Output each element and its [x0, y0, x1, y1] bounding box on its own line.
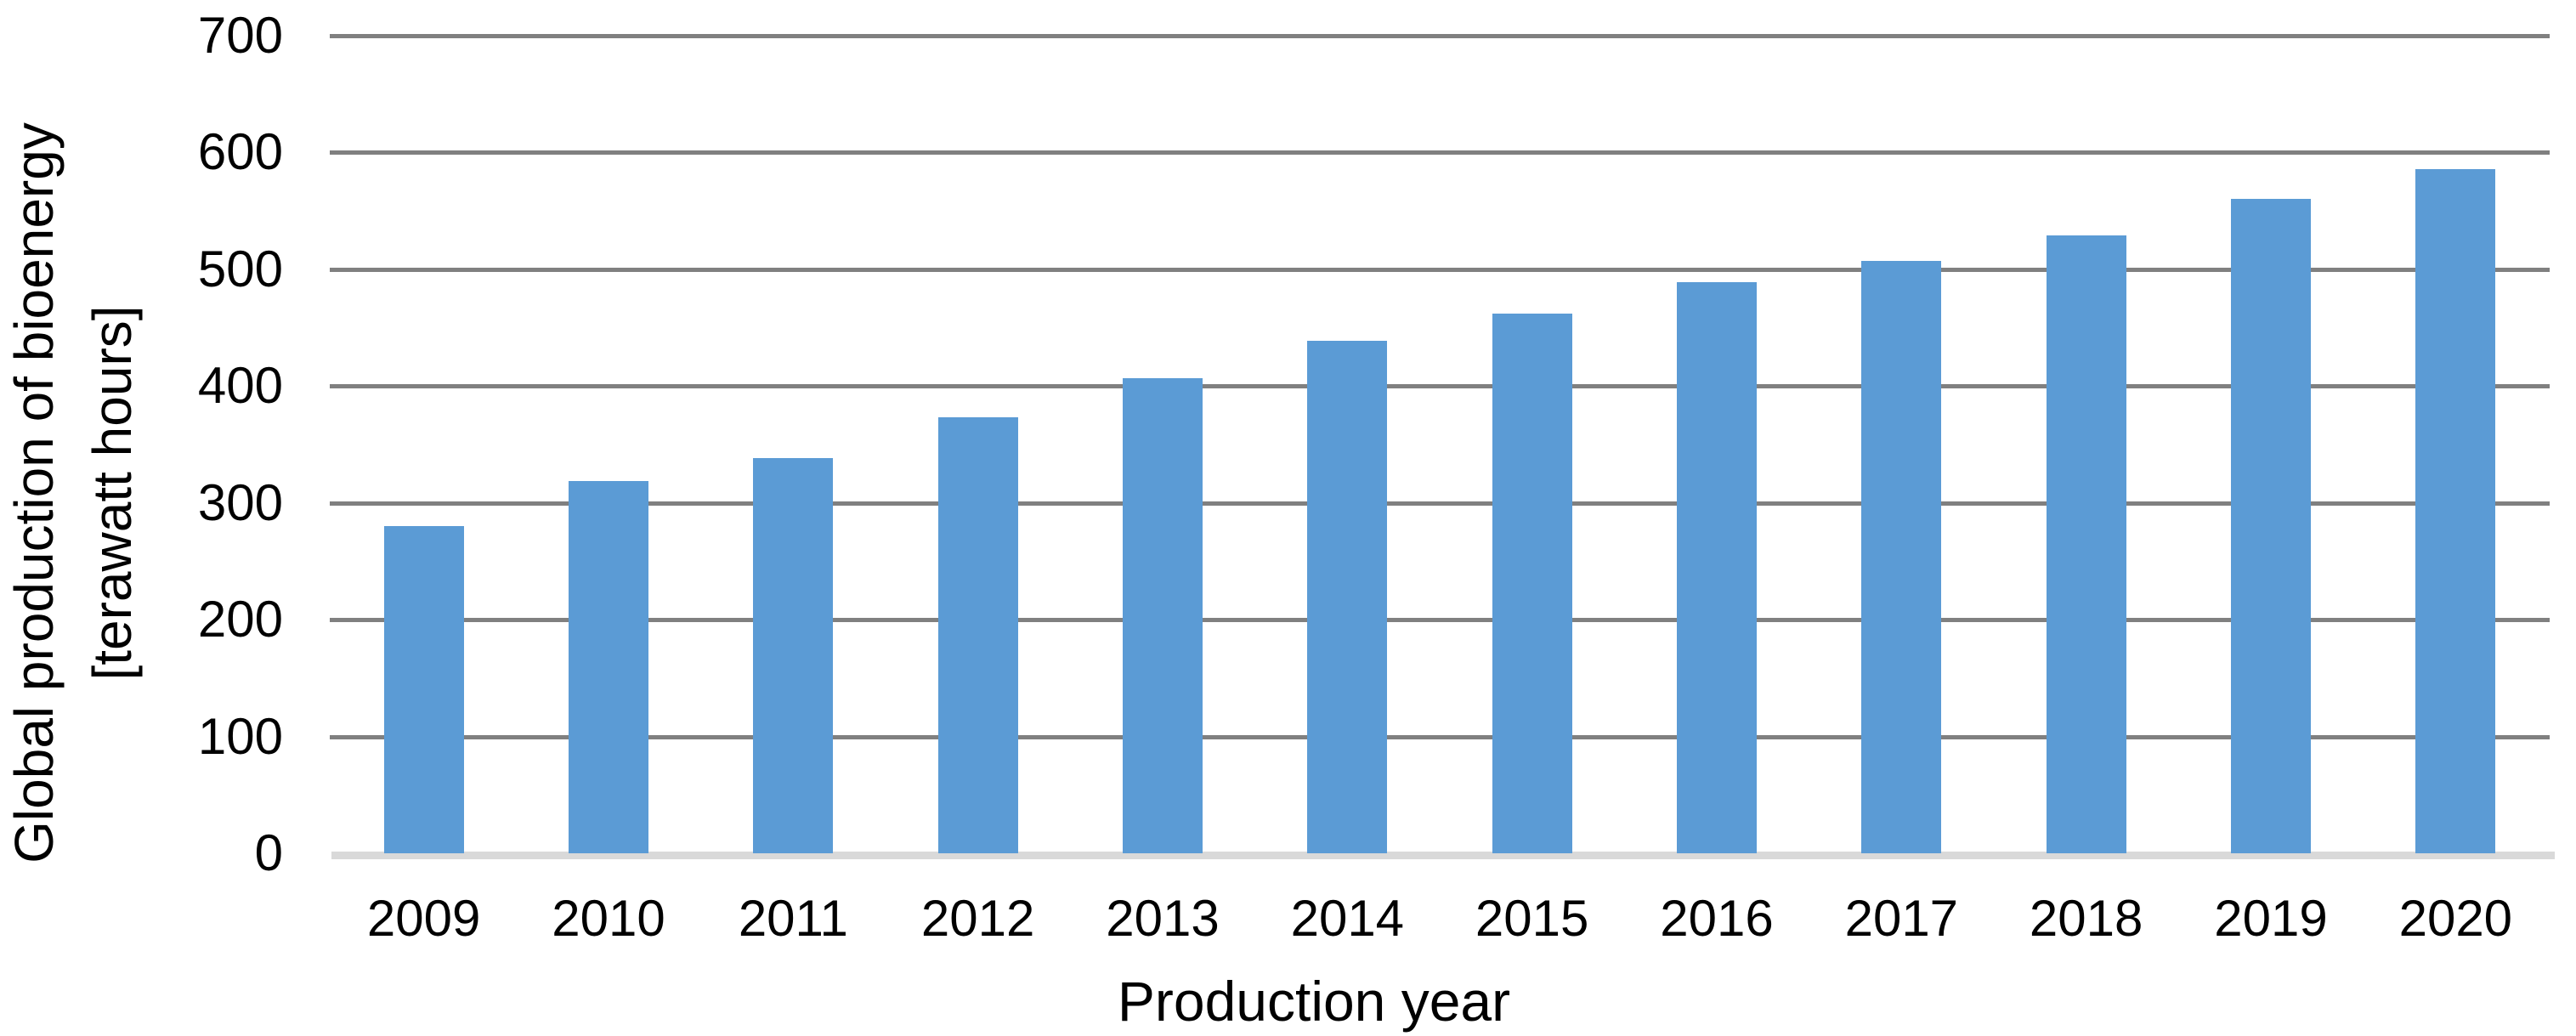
bar-2014	[1307, 340, 1388, 853]
x-tick-label-2017: 2017	[1844, 890, 1959, 947]
x-tick-label-2009: 2009	[366, 890, 481, 947]
x-tick-label-2020: 2020	[2398, 890, 2513, 947]
gridline-100	[330, 734, 2550, 739]
y-tick-label-0: 0	[254, 824, 283, 881]
gridline-700	[330, 34, 2550, 38]
gridline-300	[330, 501, 2550, 506]
gridline-500	[330, 267, 2550, 272]
x-tick-label-2018: 2018	[2029, 890, 2143, 947]
y-tick-label-300: 300	[197, 473, 283, 531]
bar-2013	[1123, 377, 1203, 853]
x-axis-line	[331, 852, 2555, 859]
bar-2009	[383, 526, 464, 853]
bar-2012	[937, 417, 1018, 853]
bar-2017	[1861, 261, 1942, 853]
gridline-200	[330, 618, 2550, 623]
bar-2016	[1677, 281, 1757, 853]
y-tick-label-200: 200	[197, 591, 283, 648]
x-axis-title: Production year	[1117, 970, 1511, 1033]
x-tick-label-2011: 2011	[738, 890, 848, 947]
gridline-600	[330, 150, 2550, 156]
y-tick-label-100: 100	[197, 707, 283, 765]
y-tick-label-400: 400	[197, 357, 283, 415]
y-tick-label-600: 600	[197, 123, 283, 181]
bar-2011	[753, 458, 834, 853]
y-tick-label-500: 500	[197, 240, 283, 297]
x-tick-label-2010: 2010	[552, 890, 665, 947]
bar-2015	[1492, 314, 1572, 853]
x-tick-label-2013: 2013	[1106, 890, 1220, 947]
bar-2010	[569, 480, 648, 853]
x-tick-label-2019: 2019	[2214, 890, 2328, 947]
x-tick-label-2012: 2012	[920, 890, 1035, 947]
bar-2018	[2046, 235, 2126, 853]
bar-2020	[2415, 168, 2496, 853]
x-tick-label-2015: 2015	[1475, 890, 1589, 947]
x-tick-label-2016: 2016	[1660, 890, 1774, 947]
bar-2019	[2231, 199, 2311, 853]
y-tick-label-700: 700	[197, 7, 283, 64]
gridline-400	[330, 384, 2550, 389]
x-tick-label-2014: 2014	[1290, 890, 1405, 947]
